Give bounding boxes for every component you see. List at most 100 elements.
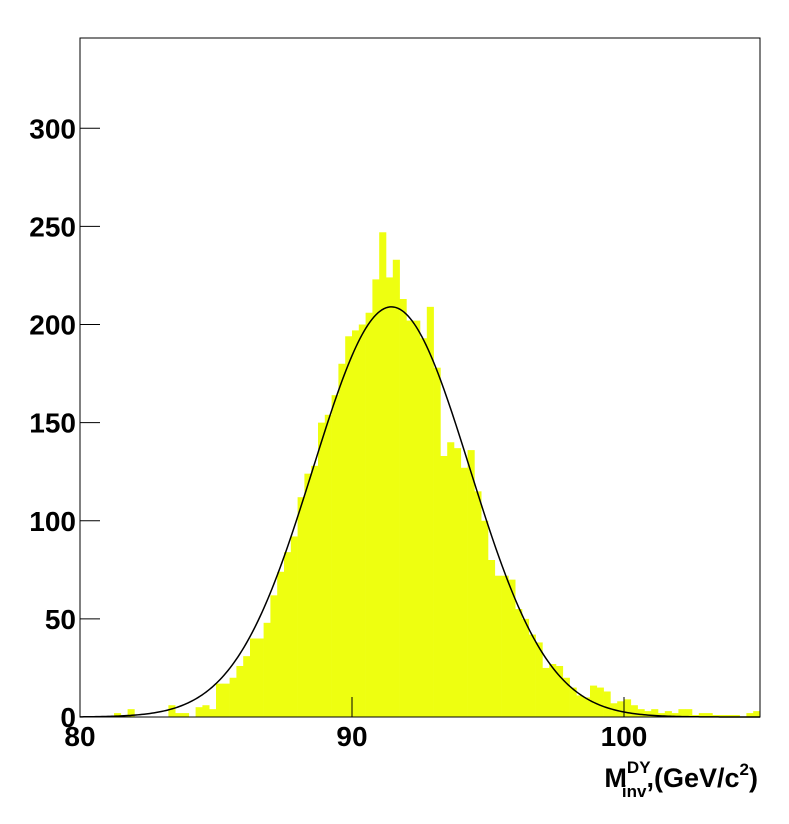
bar [569, 687, 577, 717]
bar [216, 683, 224, 717]
bar [250, 638, 258, 717]
bar [508, 579, 516, 717]
bar [630, 705, 638, 717]
bar [698, 713, 706, 717]
bar [454, 448, 462, 717]
bar [603, 691, 611, 717]
bar [440, 455, 448, 717]
y-tick-label: 250 [29, 211, 76, 242]
bar [386, 277, 394, 717]
bar [460, 467, 468, 717]
bar [318, 422, 326, 717]
bar [671, 713, 679, 717]
bar [488, 560, 496, 717]
bar [243, 656, 251, 717]
bar [406, 320, 414, 717]
bar [304, 473, 312, 717]
bar [651, 709, 659, 717]
bar [338, 363, 346, 717]
bar [753, 711, 761, 717]
bar [712, 715, 720, 717]
bar [175, 713, 183, 717]
bar [467, 450, 475, 717]
bar [556, 665, 564, 717]
bar [590, 685, 598, 717]
x-label-sup: DY [627, 758, 651, 777]
x-label-power: 2 [740, 760, 749, 779]
bar [413, 320, 421, 717]
bar [182, 713, 190, 717]
bar [365, 312, 373, 717]
bar [358, 324, 366, 717]
fit-curve [79, 306, 760, 718]
y-tick-label: 100 [29, 506, 76, 537]
bar [345, 336, 353, 717]
bar [562, 677, 570, 717]
x-tick-label: 100 [601, 721, 648, 752]
bar [433, 367, 441, 717]
bar [324, 414, 332, 717]
bar [664, 711, 672, 717]
bar [583, 697, 591, 717]
bar [290, 536, 298, 717]
bar [195, 707, 203, 717]
bar [352, 330, 360, 717]
x-label-end: ) [749, 763, 758, 793]
bar [685, 709, 693, 717]
bar [542, 667, 550, 717]
bar [202, 705, 210, 717]
bar [644, 711, 652, 717]
bar [256, 638, 264, 717]
bar [114, 713, 122, 717]
y-tick-label: 200 [29, 310, 76, 341]
bar [236, 665, 244, 717]
bar [637, 709, 645, 717]
bar [549, 664, 557, 717]
bar [522, 618, 530, 717]
bar [270, 595, 278, 717]
y-tick-label: 0 [60, 702, 76, 733]
bar [515, 609, 523, 717]
x-axis-label: MDY inv,(GeV/c2) [604, 758, 758, 801]
bar [311, 465, 319, 717]
bar [732, 715, 740, 717]
bar [209, 709, 217, 717]
bar [426, 306, 434, 717]
x-tick-label: 80 [64, 721, 95, 752]
bar [624, 699, 632, 717]
bar [447, 442, 455, 717]
bar [229, 677, 237, 717]
bar [222, 683, 230, 717]
bar [392, 259, 400, 717]
bar [719, 715, 727, 717]
bar [168, 705, 176, 717]
bar [726, 715, 734, 717]
bar [658, 713, 666, 717]
bar [297, 497, 305, 717]
bar [127, 709, 135, 717]
bar [576, 695, 584, 717]
x-tick-label: 90 [336, 721, 367, 752]
bar [284, 552, 292, 717]
bar [399, 299, 407, 717]
x-label-sub: inv [622, 782, 647, 801]
bar [617, 701, 625, 717]
bar [746, 713, 754, 717]
x-label-base: M [604, 763, 627, 793]
bar [692, 715, 700, 717]
y-tick-label: 150 [29, 408, 76, 439]
y-tick-label: 300 [29, 113, 76, 144]
bar [535, 642, 543, 717]
bar [596, 687, 604, 717]
bar [501, 575, 509, 717]
bar [528, 634, 536, 717]
bar [277, 571, 285, 717]
bar [474, 491, 482, 717]
bar [678, 709, 686, 717]
bar [481, 520, 489, 717]
x-label-rest: ,(GeV/c [646, 763, 739, 793]
bar [331, 395, 339, 717]
bar [372, 279, 380, 717]
y-tick-label: 50 [45, 604, 76, 635]
